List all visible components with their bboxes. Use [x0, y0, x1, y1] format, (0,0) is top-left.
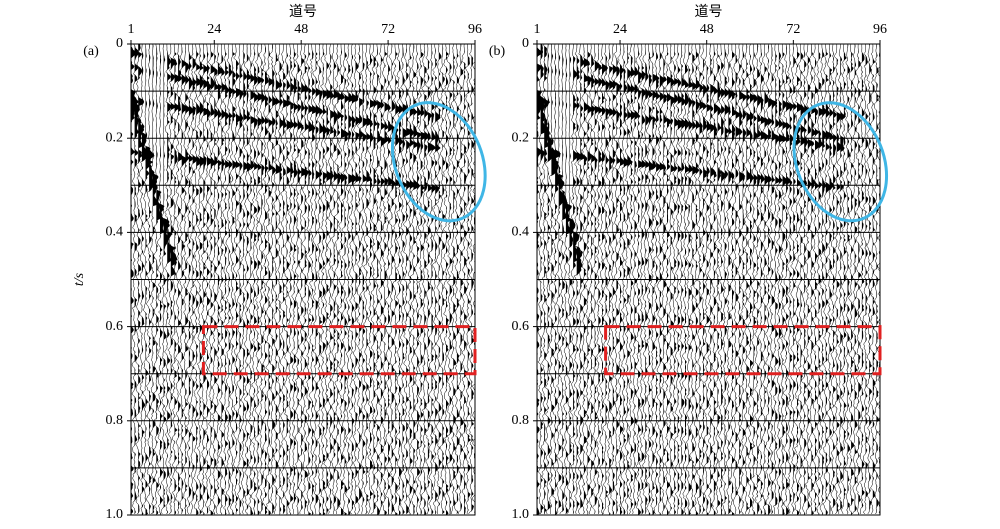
trace-fill — [667, 44, 673, 515]
x-tick-label: 72 — [381, 22, 395, 37]
trace-fill — [471, 44, 474, 515]
trace-fill — [406, 44, 411, 515]
trace-fill — [225, 44, 230, 515]
trace-fill — [272, 44, 277, 515]
trace-fill — [872, 44, 876, 515]
highlight-rect — [201, 325, 477, 376]
trace-fill — [131, 44, 137, 515]
trace-fill — [771, 44, 777, 515]
trace-fill — [551, 44, 560, 515]
trace-fill — [609, 44, 616, 515]
y-tick-label: 0.8 — [106, 413, 124, 428]
y-tick-label: 0.4 — [512, 225, 530, 240]
trace-fill — [192, 44, 198, 515]
trace-fill — [815, 44, 820, 515]
highlight-ellipse — [792, 101, 889, 223]
x-tick-label: 48 — [700, 22, 714, 37]
x-axis-label: 道号 — [695, 4, 723, 20]
trace-fill — [612, 44, 618, 515]
plot-frame — [536, 43, 881, 516]
trace-fill — [638, 44, 643, 515]
y-axis-label: t/s — [72, 272, 87, 286]
trace-fill — [555, 44, 561, 515]
x-tick-label: 48 — [294, 22, 308, 37]
x-tick-label: 24 — [613, 22, 627, 37]
trace-fill — [442, 44, 446, 515]
trace-fill — [152, 44, 159, 515]
trace-fill — [391, 44, 396, 515]
y-tick-label: 1.0 — [106, 507, 124, 522]
y-tick-label: 1.0 — [512, 507, 530, 522]
x-tick-label: 96 — [873, 22, 887, 37]
x-tick-label: 1 — [128, 22, 135, 37]
y-tick-label: 0.2 — [106, 130, 124, 145]
plot-frame — [130, 43, 476, 516]
panel-label: (b) — [489, 44, 506, 59]
trace-fill — [265, 44, 269, 515]
y-tick-label: 0.4 — [106, 225, 124, 240]
x-tick-label: 24 — [207, 22, 221, 37]
trace-fill — [652, 44, 658, 515]
y-tick-label: 0 — [116, 36, 123, 51]
trace-fill — [196, 44, 202, 515]
x-tick-label: 72 — [786, 22, 800, 37]
trace-fill — [250, 44, 256, 515]
x-axis-label: 道号 — [289, 4, 317, 20]
trace-fill — [605, 44, 611, 515]
trace-fill — [713, 44, 719, 515]
y-tick-label: 0.2 — [512, 130, 530, 145]
trace-fill — [221, 44, 228, 515]
trace-fill — [797, 44, 803, 515]
panel: 1 24 48 72 96 道号 0 0.2 0.4 0.6 0.8 1.0 (a) t/s — [72, 4, 487, 522]
trace-fill — [174, 44, 181, 515]
y-tick-label: 0.8 — [512, 413, 530, 428]
highlight-rect — [604, 325, 882, 376]
trace-fill — [214, 44, 219, 515]
trace-fill — [181, 44, 188, 515]
trace-fill — [641, 44, 646, 515]
trace-fill — [203, 44, 209, 515]
trace-fill — [232, 44, 239, 515]
y-tick-label: 0 — [522, 36, 529, 51]
x-tick-label: 96 — [468, 22, 482, 37]
trace-fill — [836, 44, 842, 515]
trace-fill — [854, 44, 858, 515]
highlight-ellipse — [390, 101, 487, 223]
trace-fill — [134, 44, 140, 515]
x-tick-label: 1 — [534, 22, 541, 37]
trace-fill — [145, 44, 152, 515]
panel: 1 24 48 72 96 道号 0 0.2 0.4 0.6 0.8 1.0 (b) — [489, 4, 889, 522]
trace-fill — [431, 44, 437, 515]
y-tick-label: 0.6 — [106, 319, 124, 334]
y-tick-label: 0.6 — [512, 319, 530, 334]
trace-fill — [721, 44, 727, 515]
panel-label: (a) — [83, 44, 99, 59]
trace-fill — [217, 44, 224, 515]
trace-fill — [460, 44, 464, 515]
